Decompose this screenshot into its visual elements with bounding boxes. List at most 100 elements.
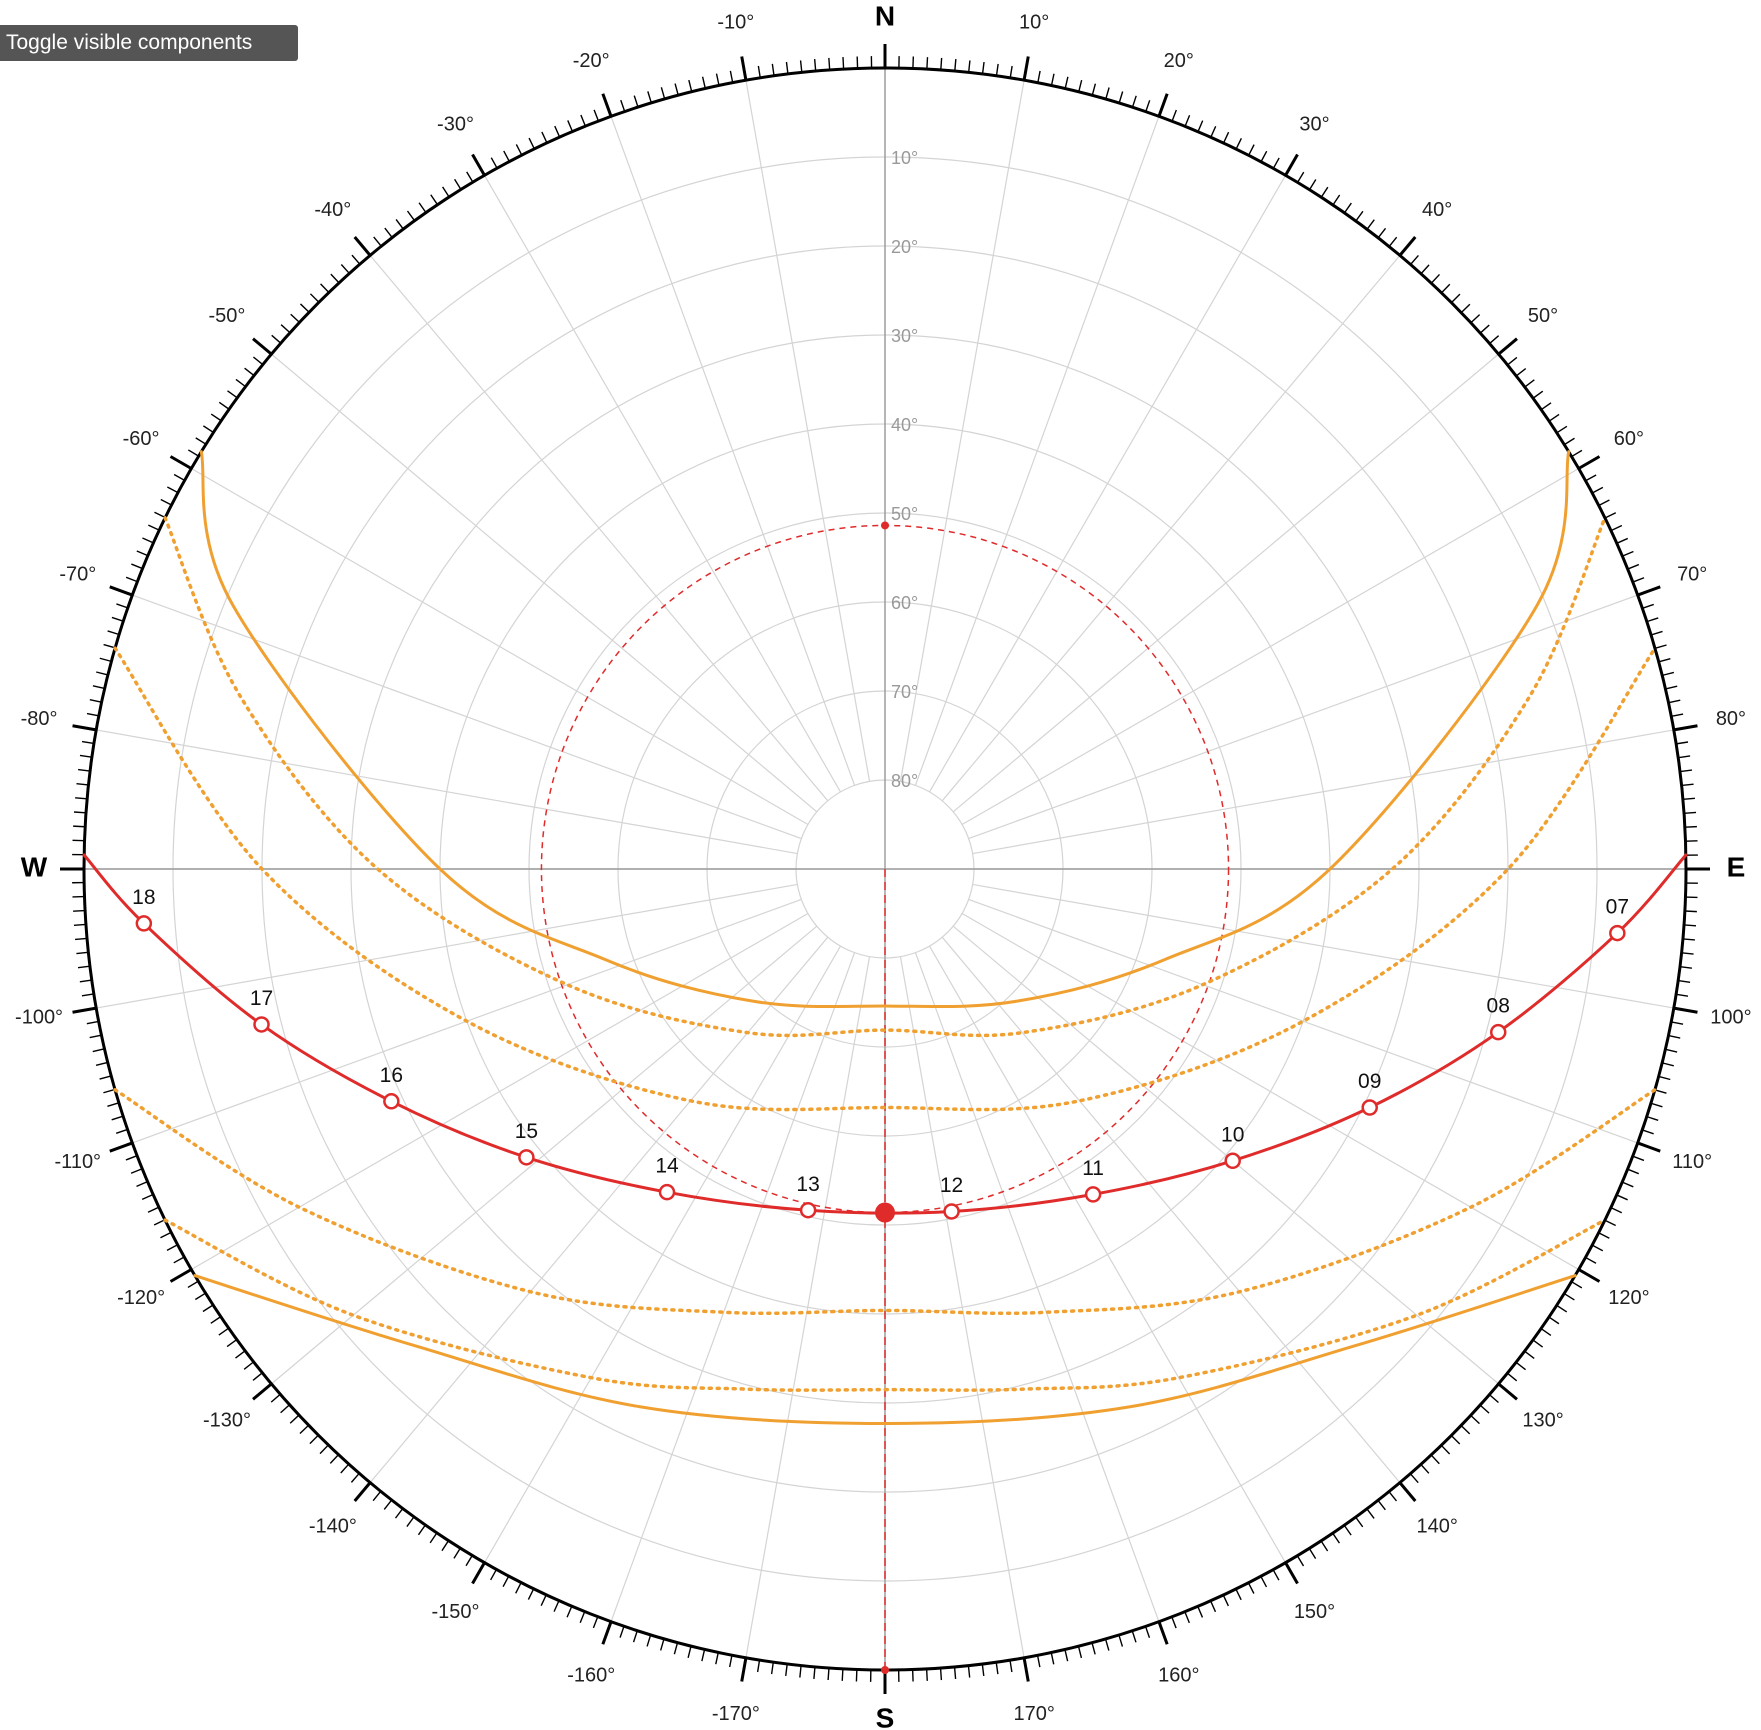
hour-marker: [799, 1201, 817, 1219]
azimuth-spoke: [928, 945, 1287, 1563]
hour-marker: [253, 1016, 270, 1033]
azimuth-label: 130°: [1522, 1409, 1563, 1431]
azimuth-tick: [353, 236, 372, 257]
hour-label: 16: [380, 1064, 403, 1087]
azimuth-label: 140°: [1416, 1515, 1457, 1537]
azimuth-label: 60°: [1614, 428, 1644, 450]
azimuth-label: 20°: [1164, 50, 1194, 72]
azimuth-spoke: [483, 175, 842, 793]
azimuth-spoke: [899, 956, 1025, 1658]
azimuth-spoke: [928, 175, 1287, 793]
sun-path-dotted: [163, 1218, 1607, 1392]
azimuth-label: 50°: [1528, 305, 1558, 327]
hour-marker: [1361, 1099, 1378, 1116]
azimuth-spoke: [941, 936, 1401, 1483]
hour-label: 15: [515, 1120, 538, 1143]
azimuth-tick: [109, 1141, 133, 1153]
azimuth-tick: [169, 1268, 193, 1283]
azimuth-tick: [471, 1561, 486, 1585]
hour-marker: [1489, 1023, 1507, 1041]
hour-label: 18: [132, 886, 155, 909]
azimuth-label: 40°: [1422, 199, 1452, 221]
hour-label: 13: [796, 1173, 819, 1196]
azimuth-spoke: [191, 467, 809, 826]
azimuth-label: -30°: [437, 113, 474, 135]
azimuth-label: 150°: [1294, 1601, 1335, 1623]
azimuth-tick: [1637, 585, 1661, 597]
hour-label: 17: [250, 987, 273, 1010]
altitude-label: 60°: [891, 593, 918, 613]
azimuth-spoke: [610, 952, 856, 1622]
azimuth-spoke: [745, 956, 871, 1658]
azimuth-tick: [1497, 1382, 1518, 1401]
azimuth-label: -150°: [431, 1601, 479, 1623]
altitude-label: 70°: [891, 682, 918, 702]
sun-path-dotted: [113, 1088, 1657, 1316]
hour-label: 08: [1487, 995, 1510, 1018]
azimuth-tick: [252, 337, 273, 356]
hour-label: 10: [1221, 1123, 1244, 1146]
cardinal-label: N: [875, 0, 895, 31]
azimuth-spoke: [271, 353, 818, 813]
azimuth-spoke: [914, 952, 1160, 1622]
hour-marker: [943, 1203, 960, 1220]
cardinal-label: S: [876, 1702, 895, 1730]
azimuth-tick: [1398, 1481, 1417, 1502]
azimuth-spoke: [972, 729, 1674, 855]
azimuth-label: -20°: [573, 50, 610, 72]
azimuth-label: 30°: [1299, 113, 1329, 135]
toggle-button[interactable]: Toggle visible components: [0, 25, 298, 61]
azimuth-label: -50°: [209, 305, 246, 327]
azimuth-label: -160°: [567, 1664, 615, 1686]
altitude-label: 40°: [891, 415, 918, 435]
azimuth-tick: [1157, 1621, 1169, 1645]
azimuth-tick: [72, 724, 97, 732]
azimuth-tick: [1673, 1006, 1698, 1014]
azimuth-spoke: [369, 255, 829, 802]
azimuth-label: -110°: [55, 1151, 102, 1173]
sun-path-dotted: [113, 646, 1657, 1112]
hour-marker: [1224, 1152, 1241, 1170]
azimuth-label: 110°: [1672, 1151, 1712, 1173]
azimuth-label: 120°: [1608, 1287, 1649, 1309]
azimuth-tick: [1577, 1268, 1601, 1283]
azimuth-label: -120°: [117, 1287, 165, 1309]
azimuth-spoke: [745, 80, 871, 782]
cardinal-label: W: [21, 851, 48, 882]
hour-marker: [1609, 924, 1626, 942]
azimuth-tick: [1637, 1141, 1661, 1153]
altitude-label: 20°: [891, 237, 918, 257]
azimuth-tick: [1577, 455, 1601, 470]
sun: [875, 1202, 895, 1223]
azimuth-tick: [1497, 337, 1518, 356]
azimuth-tick: [1022, 56, 1030, 81]
azimuth-spoke: [369, 936, 829, 1483]
azimuth-label: 160°: [1158, 1664, 1199, 1686]
azimuth-tick: [1284, 153, 1299, 177]
azimuth-label: -100°: [15, 1006, 63, 1028]
azimuth-spoke: [96, 729, 798, 855]
azimuth-tick: [740, 56, 748, 81]
hour-marker: [518, 1149, 535, 1166]
azimuth-tick: [1022, 1657, 1030, 1682]
sun-altitude-dot: [881, 521, 889, 530]
azimuth-tick: [740, 1657, 748, 1682]
azimuth-tick: [353, 1481, 372, 1502]
azimuth-label: -80°: [21, 708, 58, 730]
altitude-label: 80°: [891, 771, 918, 791]
hour-marker: [1084, 1186, 1102, 1203]
altitude-label: 50°: [891, 504, 918, 524]
altitude-label: 30°: [891, 326, 918, 346]
hour-marker: [135, 915, 153, 932]
sun-azimuth-dot: [881, 1666, 889, 1674]
azimuth-label: -40°: [314, 199, 351, 221]
hour-marker: [383, 1093, 400, 1110]
azimuth-label: -60°: [123, 428, 160, 450]
azimuth-spoke: [483, 945, 842, 1563]
hour-label: 11: [1082, 1157, 1104, 1180]
azimuth-label: -170°: [712, 1703, 760, 1725]
hour-label: 14: [655, 1155, 679, 1178]
azimuth-tick: [601, 1621, 613, 1645]
